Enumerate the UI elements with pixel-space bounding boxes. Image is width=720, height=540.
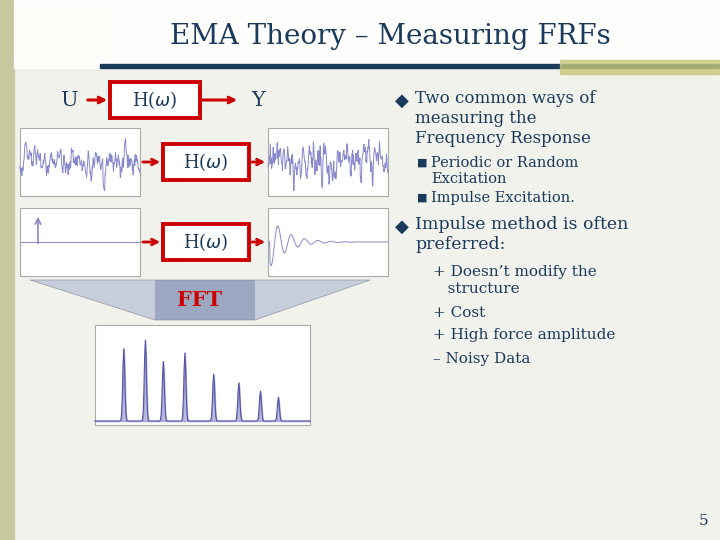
Bar (110, 82, 200, 118)
Text: ■: ■ (417, 158, 428, 168)
Text: Y: Y (251, 91, 265, 110)
Bar (95, 325, 310, 425)
Text: ◆: ◆ (395, 92, 409, 110)
Text: 5: 5 (698, 514, 708, 528)
Text: H($\omega$): H($\omega$) (184, 231, 229, 253)
Text: FFT: FFT (177, 290, 222, 310)
Bar (100, 64, 720, 68)
Text: ■: ■ (417, 193, 428, 203)
Text: preferred:: preferred: (415, 236, 505, 253)
Text: + High force amplitude: + High force amplitude (433, 328, 616, 342)
Text: Excitation: Excitation (431, 172, 506, 186)
Text: Impulse method is often: Impulse method is often (415, 216, 629, 233)
Bar (163, 144, 249, 180)
Bar (14, 0, 114, 60)
Bar (20, 128, 140, 196)
Bar (268, 208, 388, 276)
Text: Frequency Response: Frequency Response (415, 130, 591, 147)
Polygon shape (30, 280, 370, 320)
Text: ◆: ◆ (395, 218, 409, 236)
Bar (163, 224, 249, 260)
Text: Periodic or Random: Periodic or Random (431, 156, 578, 170)
Text: + Doesn’t modify the: + Doesn’t modify the (433, 265, 597, 279)
Text: + Cost: + Cost (433, 306, 485, 320)
Text: – Noisy Data: – Noisy Data (433, 352, 531, 366)
Text: H($\omega$): H($\omega$) (184, 151, 229, 173)
Bar (20, 208, 140, 276)
Bar (14, 0, 720, 68)
Text: measuring the: measuring the (415, 110, 536, 127)
Text: structure: structure (433, 282, 520, 296)
Bar (268, 128, 388, 196)
Text: U: U (61, 91, 78, 110)
Bar (0, 0, 14, 540)
Text: Two common ways of: Two common ways of (415, 90, 595, 107)
Text: H($\omega$): H($\omega$) (132, 89, 178, 111)
Bar (155, 280, 255, 320)
Text: Impulse Excitation.: Impulse Excitation. (431, 191, 575, 205)
Bar (560, 60, 720, 74)
Text: EMA Theory – Measuring FRFs: EMA Theory – Measuring FRFs (170, 23, 611, 50)
